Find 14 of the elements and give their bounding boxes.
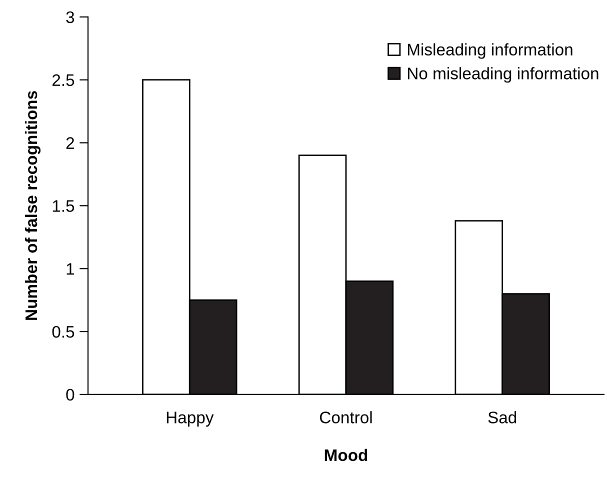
x-tick-label: Control: [320, 411, 372, 424]
y-tick-label: 2.5: [52, 74, 74, 86]
y-tick-label: 1.5: [52, 200, 74, 212]
y-tick-label: 0: [66, 388, 74, 401]
y-axis-title: Number of false recognitions: [24, 91, 41, 320]
y-tick-label: 0.5: [52, 326, 74, 338]
y-tick-label: 3: [66, 11, 74, 24]
y-tick-label: 2: [66, 137, 74, 149]
x-tick-label: Sad: [488, 411, 516, 424]
x-axis-title: Mood: [324, 448, 368, 462]
legend-label: No misleading information: [408, 67, 598, 83]
x-tick-label: Happy: [166, 412, 214, 427]
y-tick-label: 1: [66, 263, 74, 275]
legend-label: Misleading information: [408, 43, 572, 59]
